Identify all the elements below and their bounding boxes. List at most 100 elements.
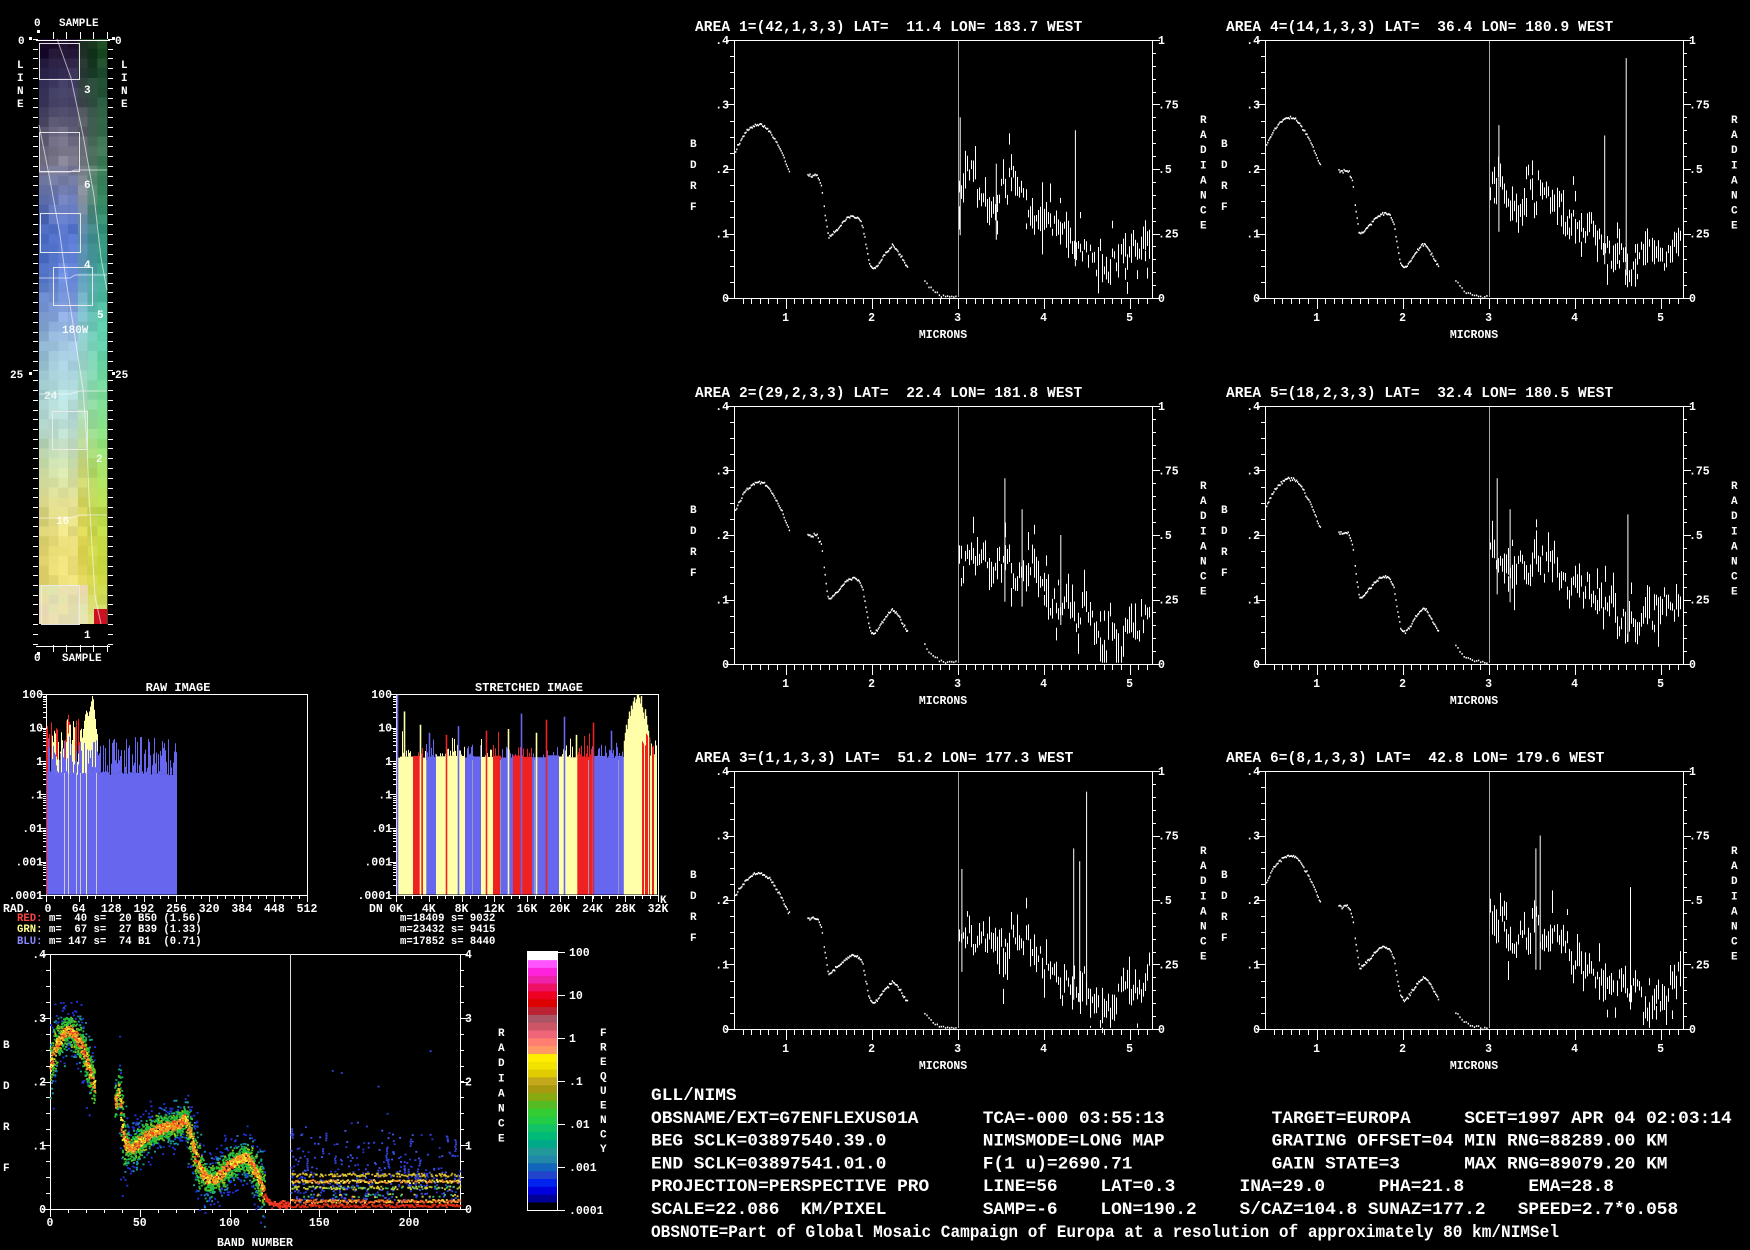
svg-text:0: 0 <box>1158 293 1165 306</box>
svg-text:5: 5 <box>1126 678 1133 691</box>
svg-text:OBSNOTE=Part of Global Mosaic: OBSNOTE=Part of Global Mosaic Campaign o… <box>651 1223 1559 1243</box>
svg-text:F: F <box>1221 568 1228 580</box>
svg-text:F: F <box>1221 202 1228 214</box>
svg-text:128: 128 <box>101 903 122 916</box>
svg-text:.5: .5 <box>1689 530 1703 543</box>
svg-text:A: A <box>1731 496 1738 508</box>
svg-text:.2: .2 <box>1246 530 1260 543</box>
svg-text:SAMPLE: SAMPLE <box>59 18 99 30</box>
svg-text:BAND NUMBER: BAND NUMBER <box>217 1237 293 1250</box>
svg-text:0: 0 <box>1689 1024 1696 1037</box>
svg-text:R: R <box>1731 846 1738 858</box>
svg-text:.1: .1 <box>1246 595 1260 608</box>
svg-text:.75: .75 <box>1158 831 1179 844</box>
svg-text:4: 4 <box>84 260 91 272</box>
svg-text:16K: 16K <box>517 903 538 916</box>
svg-text:Y: Y <box>600 1144 607 1156</box>
svg-text:.001: .001 <box>364 857 392 870</box>
svg-text:2: 2 <box>868 678 875 691</box>
svg-text:D: D <box>1200 145 1207 157</box>
svg-text:U: U <box>600 1086 607 1098</box>
svg-text:.25: .25 <box>1689 595 1710 608</box>
svg-text:C: C <box>498 1119 505 1131</box>
svg-text:8K: 8K <box>455 903 469 916</box>
svg-text:20K: 20K <box>549 903 570 916</box>
svg-text:4: 4 <box>1040 312 1047 325</box>
svg-text:N: N <box>121 86 128 98</box>
svg-text:E: E <box>1731 221 1738 233</box>
svg-text:.25: .25 <box>1158 595 1179 608</box>
svg-text:1: 1 <box>1158 766 1165 779</box>
svg-text:0: 0 <box>47 1217 54 1230</box>
svg-text:R: R <box>1200 481 1207 493</box>
svg-text:A: A <box>1200 861 1207 873</box>
svg-text:0: 0 <box>34 18 41 30</box>
svg-text:0: 0 <box>1253 1024 1260 1037</box>
svg-text:R: R <box>1221 912 1228 924</box>
svg-text:I: I <box>1200 891 1207 903</box>
svg-text:.3: .3 <box>1246 466 1260 479</box>
svg-text:1: 1 <box>782 312 789 325</box>
svg-text:0: 0 <box>1253 659 1260 672</box>
svg-text:.5: .5 <box>1158 530 1172 543</box>
svg-text:.2: .2 <box>715 895 729 908</box>
svg-text:25: 25 <box>10 370 24 382</box>
svg-text:R: R <box>690 912 697 924</box>
svg-text:N: N <box>17 86 24 98</box>
svg-text:SCALE=22.086 KM/PIXEL: SCALE=22.086 KM/PIXEL SAMP=-6 LON=190.2 … <box>651 1200 1678 1220</box>
svg-text:GLL/NIMS: GLL/NIMS <box>651 1086 737 1106</box>
svg-text:.1: .1 <box>32 1140 46 1153</box>
svg-text:2: 2 <box>1399 312 1406 325</box>
svg-text:4K: 4K <box>422 903 436 916</box>
svg-text:0: 0 <box>1158 1024 1165 1037</box>
svg-text:0: 0 <box>45 903 52 916</box>
svg-text:.01: .01 <box>22 823 43 836</box>
svg-text:1: 1 <box>1313 312 1320 325</box>
svg-text:1: 1 <box>84 630 91 642</box>
svg-text:AREA 5=(18,2,3,3) LAT= 32.4 L: AREA 5=(18,2,3,3) LAT= 32.4 LON= 180.5 W… <box>1226 386 1613 402</box>
svg-text:.1: .1 <box>715 960 729 973</box>
svg-text:28K: 28K <box>615 903 636 916</box>
svg-text:C: C <box>1200 206 1207 218</box>
svg-text:K: K <box>660 895 667 907</box>
svg-text:4: 4 <box>1571 1043 1578 1056</box>
svg-text:.1: .1 <box>378 790 392 803</box>
svg-text:Q: Q <box>600 1072 607 1084</box>
svg-text:.25: .25 <box>1158 229 1179 242</box>
svg-text:.75: .75 <box>1158 100 1179 113</box>
svg-text:DN: DN <box>369 903 383 916</box>
svg-text:R: R <box>600 1043 607 1055</box>
svg-text:A: A <box>1200 130 1207 142</box>
svg-text:m= 40 s= 20 B50 (1.56): m= 40 s= 20 B50 (1.56) <box>49 913 202 925</box>
svg-text:2: 2 <box>1399 678 1406 691</box>
svg-text:MICRONS: MICRONS <box>1450 329 1498 342</box>
svg-text:E: E <box>600 1101 607 1113</box>
svg-text:m= 147 s= 74 B1 (0.71): m= 147 s= 74 B1 (0.71) <box>49 936 202 948</box>
svg-text:5: 5 <box>1126 1043 1133 1056</box>
svg-text:A: A <box>1731 175 1738 187</box>
svg-text:C: C <box>1731 206 1738 218</box>
svg-text:2: 2 <box>96 454 103 466</box>
svg-text:512: 512 <box>297 903 318 916</box>
svg-text:B: B <box>1221 505 1228 517</box>
svg-text:.4: .4 <box>1246 401 1260 414</box>
svg-text:N: N <box>1731 557 1738 569</box>
svg-text:m=18409 s= 9032: m=18409 s= 9032 <box>400 913 495 925</box>
svg-text:1: 1 <box>1689 401 1696 414</box>
svg-text:3: 3 <box>1485 678 1492 691</box>
svg-text:0: 0 <box>465 1204 472 1217</box>
svg-text:C: C <box>1731 937 1738 949</box>
svg-text:RAW IMAGE: RAW IMAGE <box>146 681 211 695</box>
svg-text:.3: .3 <box>1246 100 1260 113</box>
svg-text:m=23432 s= 9415: m=23432 s= 9415 <box>400 924 495 936</box>
svg-text:0: 0 <box>1158 659 1165 672</box>
svg-text:.25: .25 <box>1158 960 1179 973</box>
svg-text:.3: .3 <box>715 831 729 844</box>
svg-text:E: E <box>1731 952 1738 964</box>
svg-text:0: 0 <box>1689 293 1696 306</box>
svg-text:.25: .25 <box>1689 960 1710 973</box>
svg-text:.5: .5 <box>1689 895 1703 908</box>
svg-text:C: C <box>1731 572 1738 584</box>
svg-text:B: B <box>1221 139 1228 151</box>
svg-text:10: 10 <box>378 723 392 736</box>
